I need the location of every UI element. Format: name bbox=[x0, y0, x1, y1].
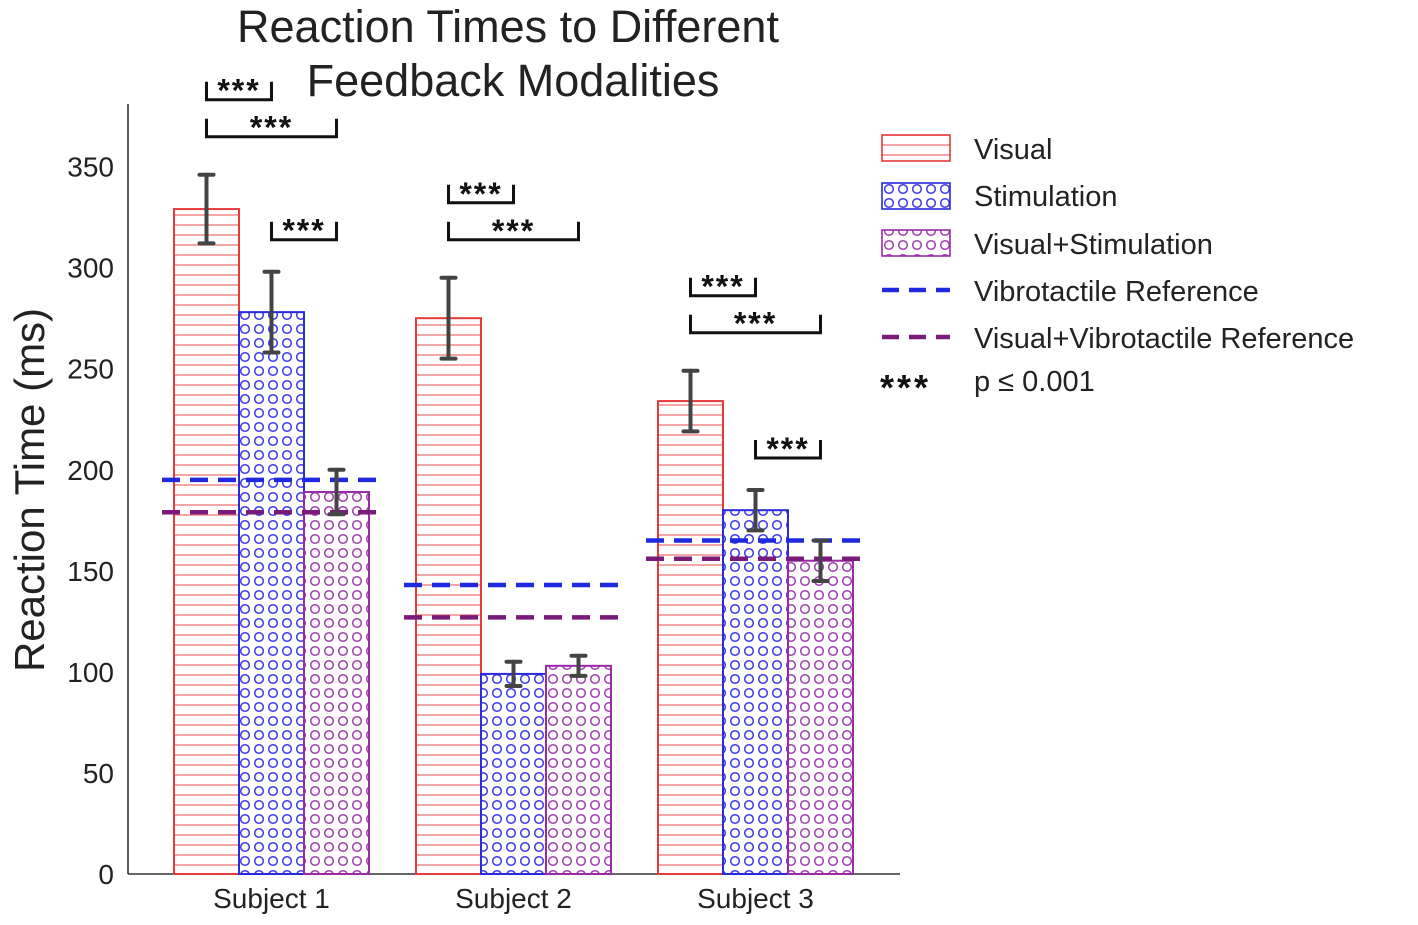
sig-bracket-subject-2-0-2 bbox=[447, 221, 580, 242]
y-tick-label-50: 50 bbox=[83, 758, 114, 789]
bar-visual-stimulation-subject-2 bbox=[545, 664, 612, 876]
sig-bracket-subject-2-0-2-label: *** bbox=[492, 213, 535, 249]
error-bars bbox=[197, 172, 830, 689]
legend: Visual Stimulation Visual+Stimulation Vi… bbox=[880, 134, 1354, 408]
legend-significance-stars: *** bbox=[880, 367, 931, 408]
y-ticks: 0 50 100 150 200 250 300 350 bbox=[67, 152, 114, 890]
bar-visual-stimulation-subject-1 bbox=[303, 491, 370, 875]
y-tick-label-350: 350 bbox=[67, 152, 114, 183]
sig-bracket-subject-1-0-1-label: *** bbox=[217, 73, 260, 109]
y-tick-label-250: 250 bbox=[67, 354, 114, 385]
chart-title-line-2: Feedback Modalities bbox=[307, 55, 720, 106]
bar-visual-stimulation-subject-3 bbox=[787, 559, 854, 875]
sig-bracket-subject-3-0-1-label: *** bbox=[701, 269, 744, 305]
legend-swatch-visual-stimulation bbox=[881, 229, 951, 257]
legend-label-visual-stimulation: Visual+Stimulation bbox=[974, 229, 1213, 261]
y-axis-label: Reaction Time (ms) bbox=[6, 308, 53, 672]
sig-bracket-subject-3-0-2-label: *** bbox=[734, 306, 777, 342]
sig-bracket-subject-1-0-2-label: *** bbox=[250, 110, 293, 146]
sig-bracket-subject-3-0-2 bbox=[689, 314, 822, 335]
sig-bracket-subject-1-1-2-label: *** bbox=[282, 213, 325, 249]
sig-bracket-subject-2-0-1 bbox=[447, 184, 515, 205]
legend-label-significance: p ≤ 0.001 bbox=[974, 366, 1095, 398]
y-tick-label-0: 0 bbox=[98, 859, 114, 890]
legend-swatch-visual bbox=[881, 134, 951, 162]
y-tick-label-300: 300 bbox=[67, 253, 114, 284]
y-tick-label-150: 150 bbox=[67, 556, 114, 587]
bar-visual-subject-3 bbox=[657, 400, 724, 875]
sig-bracket-subject-3-1-2-label: *** bbox=[766, 431, 809, 467]
legend-label-visual: Visual bbox=[974, 134, 1052, 166]
y-tick-label-200: 200 bbox=[67, 455, 114, 486]
legend-label-vibrotactile-reference: Vibrotactile Reference bbox=[974, 276, 1259, 308]
x-tick-label-subject-3: Subject 3 bbox=[697, 883, 814, 914]
legend-swatch-stimulation bbox=[881, 182, 951, 210]
legend-label-visual-vibrotactile-reference: Visual+Vibrotactile Reference bbox=[974, 323, 1354, 355]
sig-bracket-subject-2-0-1-label: *** bbox=[459, 176, 502, 212]
bar-stimulation-subject-2 bbox=[480, 672, 547, 875]
sig-bracket-subject-3-1-2 bbox=[754, 439, 822, 460]
sig-bracket-subject-1-0-2 bbox=[205, 118, 338, 139]
bars bbox=[173, 208, 854, 876]
sig-bracket-subject-3-0-1 bbox=[689, 277, 757, 298]
legend-label-stimulation: Stimulation bbox=[974, 181, 1117, 213]
bar-visual-subject-1 bbox=[173, 208, 240, 875]
bar-visual-subject-2 bbox=[415, 317, 482, 875]
sig-bracket-subject-1-0-1 bbox=[205, 81, 273, 102]
bar-stimulation-subject-3 bbox=[722, 509, 789, 875]
x-ticks: Subject 1 Subject 2 Subject 3 bbox=[213, 883, 814, 914]
x-tick-label-subject-2: Subject 2 bbox=[455, 883, 572, 914]
bar-stimulation-subject-1 bbox=[238, 311, 305, 875]
sig-bracket-subject-1-1-2 bbox=[270, 221, 338, 242]
x-tick-label-subject-1: Subject 1 bbox=[213, 883, 330, 914]
chart-title-line-1: Reaction Times to Different bbox=[237, 1, 779, 52]
y-tick-label-100: 100 bbox=[67, 657, 114, 688]
significance-brackets: ************************ bbox=[205, 73, 822, 467]
